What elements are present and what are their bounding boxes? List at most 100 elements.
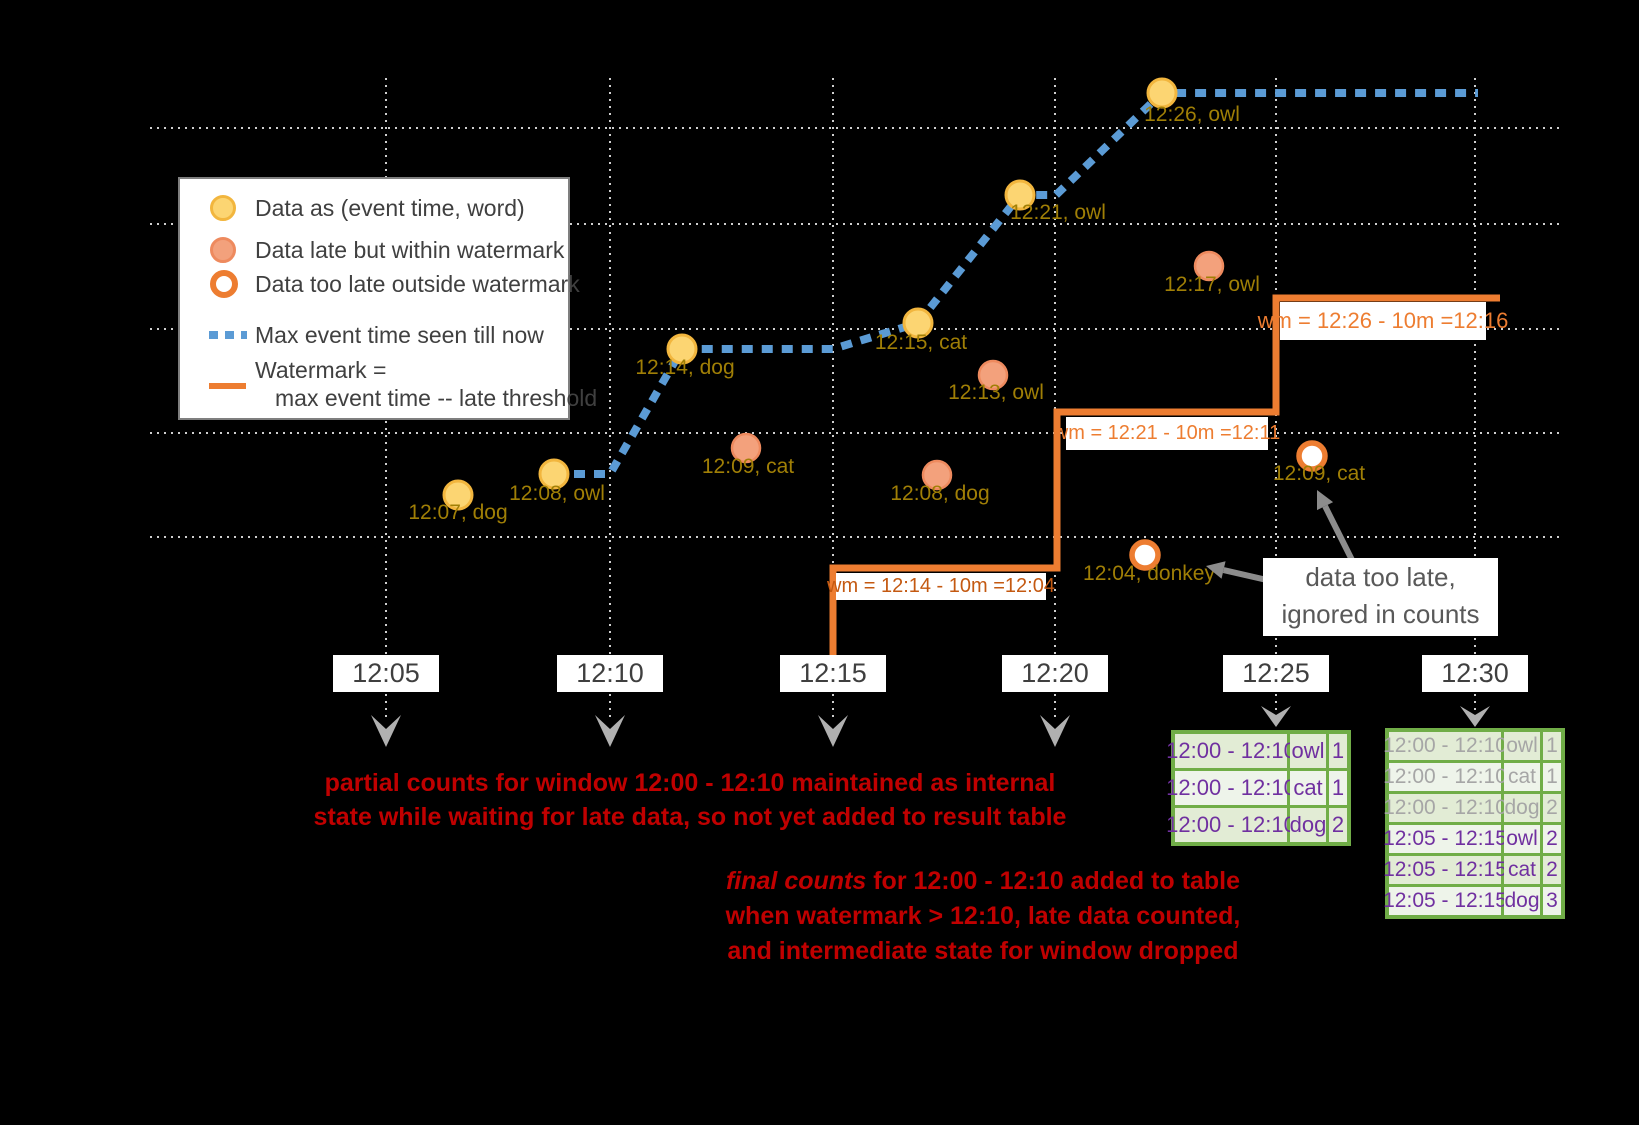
result-table-row: 12:05 - 12:15 dog 3	[1383, 887, 1561, 915]
watermark-value-label: wm = 12:21 - 10m =12:11	[1054, 417, 1280, 450]
tick-arrow-icon	[371, 715, 401, 747]
result-table-row: 12:00 - 12:10 cat 1	[1166, 771, 1347, 805]
result-cell-window: 12:00 - 12:10	[1166, 771, 1296, 805]
too-late-data-circle-icon	[210, 270, 238, 298]
data-point-too-late	[1129, 539, 1161, 571]
result-cell-count: 2	[1543, 794, 1561, 822]
callout-line: data too late,	[1305, 562, 1456, 592]
legend-item-label: Max event time seen till now	[255, 321, 544, 348]
legend-item-label: Data as (event time, word)	[255, 194, 525, 221]
max-event-time-line	[554, 89, 1478, 478]
data-point-label: 12:17, owl	[1164, 273, 1260, 296]
result-cell-window: 12:05 - 12:15	[1383, 825, 1507, 853]
note-line: partial counts for window 12:00 - 12:10 …	[324, 769, 1056, 797]
result-cell-word: cat	[1290, 771, 1326, 805]
result-cell-count: 3	[1543, 887, 1561, 915]
note-line: final counts for 12:00 - 12:10 added to …	[726, 864, 1241, 899]
tick-arrow-icon	[1261, 706, 1291, 727]
data-point-late	[1193, 250, 1225, 282]
result-cell-word: owl	[1504, 732, 1540, 760]
result-cell-window: 12:00 - 12:10	[1166, 808, 1296, 842]
data-point-label: 12:08, owl	[509, 482, 605, 505]
result-cell-count: 1	[1543, 732, 1561, 760]
note-partial-counts: partial counts for window 12:00 - 12:10 …	[314, 766, 1067, 834]
data-point-label: 12:09, cat	[1273, 462, 1365, 485]
data-point-late	[977, 359, 1009, 391]
time-axis-label: 12:05	[333, 655, 439, 692]
annotation-arrow-stem	[1322, 504, 1355, 562]
result-table: 12:00 - 12:10 owl 1 12:00 - 12:10 cat 1 12:00 …	[1166, 730, 1351, 846]
legend: Data as (event time, word) Data late but…	[178, 177, 597, 420]
time-axis-label: 12:15	[780, 655, 886, 692]
data-point-label: 12:26, owl	[1144, 103, 1240, 126]
result-cell-count: 2	[1543, 825, 1561, 853]
late-data-dot-icon	[210, 237, 236, 263]
result-table: 12:00 - 12:10 owl 1 12:00 - 12:10 cat 1 12:00 …	[1383, 728, 1565, 919]
data-point-late	[730, 432, 762, 464]
annotation-arrow-head-icon	[1317, 490, 1334, 511]
data-point-label: 12:07, dog	[408, 501, 507, 524]
result-cell-count: 2	[1543, 856, 1561, 884]
data-point-label: 12:13, owl	[948, 381, 1044, 404]
data-point-label: 12:04, donkey	[1083, 562, 1215, 585]
result-table-row: 12:00 - 12:10 owl 1	[1166, 734, 1347, 768]
too-late-callout: data too late, ignored in counts	[1263, 558, 1498, 636]
max-event-time-dash-icon	[209, 331, 247, 339]
result-cell-count: 2	[1329, 808, 1347, 842]
result-cell-word: dog	[1290, 808, 1326, 842]
legend-item-label: Data late but within watermark	[255, 236, 565, 263]
note-line: when watermark > 12:10, late data counte…	[725, 902, 1241, 930]
tick-arrow-icon	[1460, 706, 1490, 727]
result-table-row: 12:05 - 12:15 owl 2	[1383, 825, 1561, 853]
legend-item-label: max event time -- late threshold	[275, 384, 598, 411]
result-cell-window: 12:00 - 12:10	[1383, 794, 1507, 822]
result-cell-window: 12:00 - 12:10	[1383, 732, 1507, 760]
note-line: and intermediate state for window droppe…	[727, 937, 1239, 965]
data-point-label: 12:14, dog	[635, 356, 734, 379]
data-point-label: 12:08, dog	[890, 482, 989, 505]
result-cell-word: cat	[1504, 856, 1540, 884]
watermark-line	[829, 294, 1500, 656]
final-counts-emphasis: final counts	[725, 867, 867, 895]
result-cell-count: 1	[1329, 771, 1347, 805]
data-point-label: 12:09, cat	[702, 455, 794, 478]
result-cell-word: dog	[1504, 794, 1540, 822]
result-table-row: 12:00 - 12:10 owl 1	[1383, 732, 1561, 760]
time-axis-label: 12:25	[1223, 655, 1329, 692]
time-axis-label: 12:20	[1002, 655, 1108, 692]
legend-item-label: Watermark =	[255, 356, 387, 383]
tick-arrow-icon	[1040, 715, 1070, 747]
time-axis-label: 12:30	[1422, 655, 1528, 692]
tick-arrow-icon	[595, 715, 625, 747]
data-point-event	[666, 333, 698, 365]
data-point-event	[538, 458, 570, 490]
note-line-rest: for 12:00 - 12:10 added to table	[866, 867, 1240, 895]
result-cell-count: 1	[1543, 763, 1561, 791]
result-table-row: 12:00 - 12:10 dog 2	[1383, 794, 1561, 822]
watermark-line-icon	[209, 383, 246, 389]
data-point-label: 12:15, cat	[875, 331, 967, 354]
result-cell-word: dog	[1504, 887, 1540, 915]
callout-line: ignored in counts	[1281, 599, 1480, 629]
result-cell-word: owl	[1504, 825, 1540, 853]
result-table-row: 12:00 - 12:10 dog 2	[1166, 808, 1347, 842]
data-point-event	[1004, 179, 1036, 211]
data-point-event	[1146, 77, 1178, 109]
annotation-arrow-head-icon	[1206, 561, 1226, 579]
result-cell-word: owl	[1290, 734, 1326, 768]
result-table-row: 12:00 - 12:10 cat 1	[1383, 763, 1561, 791]
result-cell-count: 1	[1329, 734, 1347, 768]
watermark-value-label: wm = 12:26 - 10m =12:16	[1258, 302, 1508, 340]
result-table-row: 12:05 - 12:15 cat 2	[1383, 856, 1561, 884]
legend-item-label: Data too late outside watermark	[255, 270, 580, 297]
note-final-counts: final counts for 12:00 - 12:10 added to …	[726, 864, 1241, 969]
result-cell-word: cat	[1504, 763, 1540, 791]
result-cell-window: 12:05 - 12:15	[1383, 856, 1507, 884]
data-point-late	[921, 459, 953, 491]
watermark-value-label: wm = 12:14 - 10m =12:04	[827, 573, 1055, 600]
result-cell-window: 12:00 - 12:10	[1166, 734, 1296, 768]
note-line: state while waiting for late data, so no…	[313, 803, 1067, 831]
event-data-dot-icon	[210, 195, 236, 221]
data-point-event	[442, 479, 474, 511]
